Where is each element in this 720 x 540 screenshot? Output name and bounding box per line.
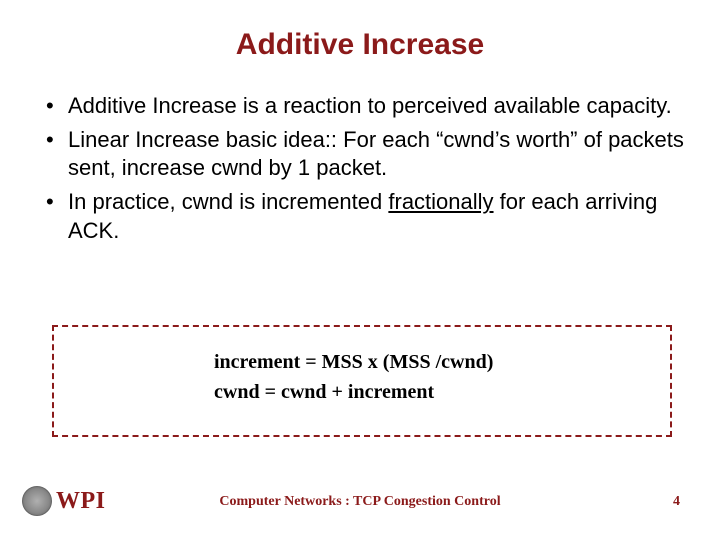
- slide-title: Additive Increase: [36, 28, 684, 62]
- bullet-text-underline: fractionally: [388, 189, 493, 214]
- bullet-item: Additive Increase is a reaction to perce…: [42, 92, 684, 120]
- bullet-text: Additive Increase is a reaction to perce…: [68, 93, 672, 118]
- bullet-text: Linear Increase basic idea:: For each “c…: [68, 127, 684, 180]
- org-name: WPI: [56, 488, 106, 515]
- bullet-text-pre: In practice, cwnd is incremented: [68, 189, 388, 214]
- formula-box: increment = MSS x (MSS /cwnd) cwnd = cwn…: [52, 325, 672, 437]
- org-logo: WPI: [22, 486, 106, 516]
- bullet-item: In practice, cwnd is incremented fractio…: [42, 188, 684, 244]
- seal-icon: [22, 486, 52, 516]
- page-number: 4: [673, 494, 680, 510]
- bullet-item: Linear Increase basic idea:: For each “c…: [42, 126, 684, 182]
- formula-line-2: cwnd = cwnd + increment: [214, 377, 670, 407]
- formula-line-1: increment = MSS x (MSS /cwnd): [214, 347, 670, 377]
- slide: Additive Increase Additive Increase is a…: [0, 0, 720, 540]
- bullet-list: Additive Increase is a reaction to perce…: [36, 92, 684, 245]
- footer-title: Computer Networks : TCP Congestion Contr…: [219, 494, 500, 510]
- footer: WPI Computer Networks : TCP Congestion C…: [0, 476, 720, 516]
